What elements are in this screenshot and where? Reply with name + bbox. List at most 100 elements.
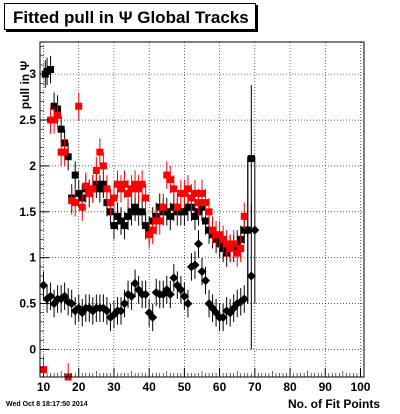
data-point-red-square [173, 203, 181, 211]
data-point-diamond [141, 289, 151, 299]
data-point-black-square [247, 155, 255, 163]
data-point-black-square [64, 153, 72, 161]
data-point-red-square [216, 231, 224, 239]
data-point-red-square [223, 240, 231, 248]
data-point-red-square [96, 148, 104, 156]
x-tick-label: 90 [319, 380, 333, 394]
data-point-red-square [177, 189, 185, 197]
data-point-red-square [230, 240, 238, 248]
data-point-red-square [145, 231, 153, 239]
data-point-black-square [202, 217, 210, 225]
x-tick-label: 10 [37, 380, 51, 394]
data-point-red-square [99, 162, 107, 170]
data-point-diamond [243, 225, 253, 235]
y-tick-label: 3 [29, 67, 36, 81]
data-point-red-square [135, 185, 143, 193]
data-point-diamond [130, 278, 140, 288]
data-point-black-square [166, 212, 174, 220]
x-tick-label: 50 [178, 380, 192, 394]
data-point-red-square [106, 199, 114, 207]
data-point-red-square [166, 176, 174, 184]
y-tick-label: 2 [29, 159, 36, 173]
data-point-red-square [47, 116, 55, 124]
data-point-black-square [191, 212, 199, 220]
data-point-red-square [187, 194, 195, 202]
x-tick-label: 30 [107, 380, 121, 394]
data-point-red-square [142, 194, 150, 202]
data-point-red-square [85, 189, 93, 197]
axis-ticks: 10 20 30 40 50 60 70 80 90 100 0 0.5 1 1.5 2 2.5 3 [19, 46, 371, 394]
x-tick-label: 40 [142, 380, 156, 394]
data-point-red-square [50, 116, 58, 124]
timestamp-footer: Wed Oct 8 18:17:50 2014 [6, 401, 88, 408]
data-point-red-square [226, 245, 234, 253]
data-point-red-square [209, 226, 217, 234]
data-point-red-square [57, 148, 65, 156]
data-point-black-square [205, 226, 213, 234]
data-point-red-square [89, 185, 97, 193]
data-point-red-square [113, 180, 121, 188]
data-point-red-square [191, 189, 199, 197]
y-tick-label: 0 [29, 342, 36, 356]
data-point-diamond [116, 306, 126, 316]
x-tick-label: 80 [283, 380, 297, 394]
data-point-red-square [121, 180, 129, 188]
data-point-diamond [197, 266, 207, 276]
data-point-red-square [205, 208, 213, 216]
data-point-red-square [219, 235, 227, 243]
data-point-diamond [179, 291, 189, 301]
data-point-red-square [78, 203, 86, 211]
data-point-black-square [99, 180, 107, 188]
x-tick-label: 20 [72, 380, 86, 394]
data-point-red-square [75, 102, 83, 110]
data-point-red-square [117, 185, 125, 193]
x-tick-label: 100 [350, 380, 370, 394]
data-point-red-square [124, 189, 132, 197]
x-tick-label: 70 [248, 380, 262, 394]
data-point-black-square [131, 203, 139, 211]
data-point-black-square [163, 208, 171, 216]
data-point-diamond [218, 312, 228, 322]
data-point-red-square [170, 185, 178, 193]
data-point-red-square [149, 226, 157, 234]
data-point-black-square [124, 212, 132, 220]
data-point-black-square [113, 212, 121, 220]
data-point-red-square [194, 199, 202, 207]
data-point-red-square [128, 185, 136, 193]
data-point-red-square [184, 185, 192, 193]
data-point-black-square [96, 185, 104, 193]
data-point-diamond [67, 299, 77, 309]
chart-title: Fitted pull in Ψ Global Tracks [4, 3, 256, 30]
y-tick-label: 0.5 [19, 297, 36, 311]
data-point-red-square [82, 182, 90, 190]
data-point-diamond [183, 299, 193, 309]
data-point-red-square [159, 203, 167, 211]
data-point-diamond [193, 239, 203, 249]
data-point-black-square [57, 125, 65, 133]
data-point-diamond [239, 294, 249, 304]
data-point-black-square [142, 222, 150, 230]
y-tick-label: 1 [29, 251, 36, 265]
data-point-red-square [237, 245, 245, 253]
data-point-black-square [71, 171, 79, 179]
data-point-black-square [75, 189, 83, 197]
data-point-black-square [135, 208, 143, 216]
data-point-diamond [169, 273, 179, 283]
y-tick-label: 1.5 [19, 205, 36, 219]
data-point-diamond [127, 291, 137, 301]
data-point-red-square [163, 171, 171, 179]
data-point-black-square [43, 67, 51, 75]
data-point-black-square [121, 222, 129, 230]
data-point-diamond [190, 260, 200, 270]
data-point-red-square [198, 189, 206, 197]
data-point-diamond [148, 312, 158, 322]
data-point-red-square [92, 166, 100, 174]
data-point-red-square [156, 217, 164, 225]
data-point-black-square [180, 208, 188, 216]
data-point-red-square [131, 180, 139, 188]
data-point-red-square [110, 194, 118, 202]
data-point-red-square [103, 185, 111, 193]
data-point-black-square [117, 217, 125, 225]
data-point-black-square [184, 203, 192, 211]
